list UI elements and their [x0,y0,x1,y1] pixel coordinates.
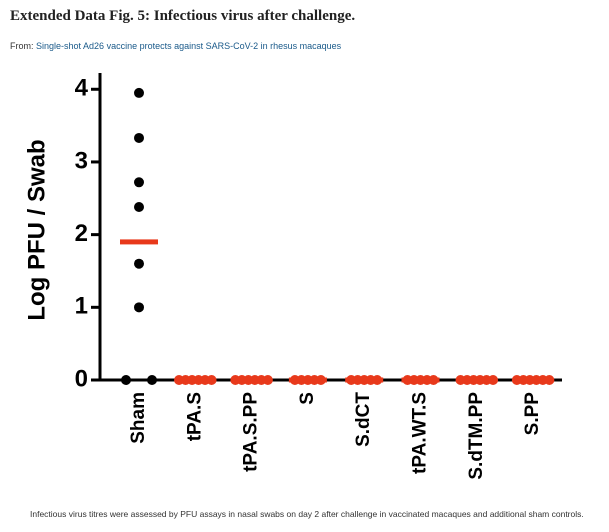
x-tick-label: tPA.S [184,392,205,441]
y-tick-label: 3 [75,147,88,174]
data-point [134,177,144,188]
data-point [121,375,131,385]
data-point [134,258,144,269]
data-point [147,375,157,385]
median-bar [176,377,215,383]
y-tick-label: 0 [75,365,88,392]
data-point [134,132,144,143]
x-tick-label: S.PP [522,392,543,436]
data-point [134,202,144,213]
y-tick-label: 4 [75,75,89,102]
median-bar [457,377,496,383]
x-tick-label: S [297,392,318,405]
chart: Log PFU / Swab 0 1 2 3 4 Sham tPA.S tPA.S.PP S S.… [23,73,562,480]
x-tick-label: S.dTM.PP [466,392,487,480]
median-bar [514,377,553,383]
from-label: From: [10,41,34,51]
source-line: From: Single-shot Ad26 vaccine protects … [10,41,341,51]
data-point [134,302,144,313]
x-tick-label: tPA.S.PP [241,392,262,472]
data-point [134,87,144,98]
caption: Infectious virus titres were assessed by… [30,509,584,519]
y-tick-label: 1 [75,293,88,320]
median-bar [120,239,158,245]
figure-title: Extended Data Fig. 5: Infectious virus a… [10,8,356,24]
y-tick-label: 2 [75,220,88,247]
x-tick-label: Sham [128,392,149,444]
source-link[interactable]: Single-shot Ad26 vaccine protects agains… [36,41,342,51]
median-bar [288,377,327,383]
median-bar [401,377,440,383]
x-tick-label: tPA.WT.S [410,392,431,474]
y-axis-label: Log PFU / Swab [23,139,50,320]
median-bar [232,377,271,383]
median-bar [345,377,384,383]
x-tick-label: S.dCT [353,392,374,447]
